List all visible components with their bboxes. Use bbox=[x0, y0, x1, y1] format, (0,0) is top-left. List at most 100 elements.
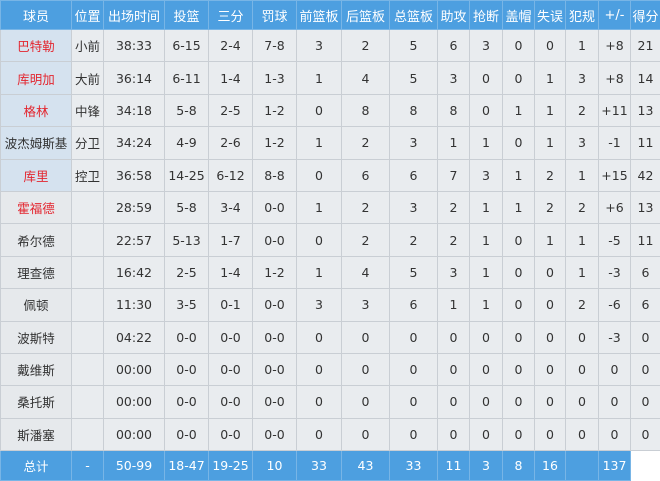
stat-cell: 0-0 bbox=[209, 386, 253, 418]
stat-cell: 0 bbox=[503, 127, 535, 159]
header-row: 球员位置出场时间投篮三分罚球前篮板后篮板总篮板助攻抢断盖帽失误犯规+/-得分 bbox=[1, 1, 660, 30]
player-name: 霍福德 bbox=[1, 191, 72, 223]
stat-cell: 2 bbox=[342, 224, 390, 256]
stat-cell: 0 bbox=[503, 386, 535, 418]
column-header: 出场时间 bbox=[104, 1, 165, 30]
stat-cell: 00:00 bbox=[104, 418, 165, 450]
column-header: 总篮板 bbox=[390, 1, 438, 30]
stat-cell bbox=[72, 289, 104, 321]
stat-cell: 2 bbox=[566, 289, 599, 321]
stat-cell: +8 bbox=[599, 62, 631, 94]
stat-cell: 11 bbox=[631, 127, 660, 159]
stat-cell: 1 bbox=[297, 256, 342, 288]
stat-cell: 0 bbox=[503, 418, 535, 450]
stat-cell: 8-8 bbox=[253, 159, 297, 191]
stat-cell bbox=[72, 256, 104, 288]
column-header: 犯规 bbox=[566, 1, 599, 30]
stat-cell: 0-0 bbox=[253, 289, 297, 321]
stat-cell: 0 bbox=[535, 386, 566, 418]
player-name: 斯潘塞 bbox=[1, 418, 72, 450]
stat-cell: 2-6 bbox=[209, 127, 253, 159]
stat-cell: 13 bbox=[631, 191, 660, 223]
player-name: 格林 bbox=[1, 94, 72, 126]
stat-cell: 0 bbox=[599, 386, 631, 418]
stat-cell bbox=[72, 321, 104, 353]
stat-cell: +6 bbox=[599, 191, 631, 223]
stat-cell: 34:24 bbox=[104, 127, 165, 159]
stat-cell: 0-0 bbox=[209, 353, 253, 385]
total-cell: 10 bbox=[253, 451, 297, 481]
stat-cell: 0 bbox=[599, 353, 631, 385]
stat-cell: 0 bbox=[438, 353, 470, 385]
stat-cell: 5-8 bbox=[165, 191, 209, 223]
stat-cell: 0 bbox=[470, 353, 503, 385]
stat-cell: 1 bbox=[297, 191, 342, 223]
player-name: 库明加 bbox=[1, 62, 72, 94]
stat-cell: 1 bbox=[566, 256, 599, 288]
column-header: +/- bbox=[599, 1, 631, 30]
stat-cell: 0 bbox=[438, 386, 470, 418]
stat-cell: 14-25 bbox=[165, 159, 209, 191]
stat-cell: 0-0 bbox=[253, 353, 297, 385]
column-header: 前篮板 bbox=[297, 1, 342, 30]
stat-cell: 3 bbox=[390, 191, 438, 223]
stat-cell: 2 bbox=[535, 191, 566, 223]
stat-cell: 分卫 bbox=[72, 127, 104, 159]
stat-cell: 6-11 bbox=[165, 62, 209, 94]
total-cell: 11 bbox=[438, 451, 470, 481]
stat-cell: 0 bbox=[535, 30, 566, 62]
stat-cell: 1-4 bbox=[209, 256, 253, 288]
column-header: 后篮板 bbox=[342, 1, 390, 30]
stat-cell: 1 bbox=[470, 289, 503, 321]
stat-cell bbox=[72, 418, 104, 450]
stat-cell: 1 bbox=[470, 224, 503, 256]
stat-cell: 1-2 bbox=[253, 127, 297, 159]
stat-cell: 8 bbox=[342, 94, 390, 126]
stat-cell: 0 bbox=[631, 321, 660, 353]
stat-cell: 0 bbox=[470, 94, 503, 126]
stat-cell: 2 bbox=[342, 127, 390, 159]
stat-cell: 0 bbox=[470, 386, 503, 418]
stat-cell: 7-8 bbox=[253, 30, 297, 62]
stat-cell: 3 bbox=[566, 62, 599, 94]
stat-cell: 控卫 bbox=[72, 159, 104, 191]
stat-cell: 0 bbox=[503, 30, 535, 62]
total-cell: - bbox=[72, 451, 104, 481]
stat-cell: 0 bbox=[631, 386, 660, 418]
stat-cell: 42 bbox=[631, 159, 660, 191]
stat-cell: 1 bbox=[503, 191, 535, 223]
stat-cell: 00:00 bbox=[104, 353, 165, 385]
stat-cell: 1 bbox=[566, 224, 599, 256]
stat-cell: 2-5 bbox=[165, 256, 209, 288]
total-cell: 43 bbox=[342, 451, 390, 481]
stat-cell: 3 bbox=[390, 127, 438, 159]
stat-cell: 0 bbox=[297, 353, 342, 385]
column-header: 得分 bbox=[631, 1, 660, 30]
player-name: 巴特勒 bbox=[1, 30, 72, 62]
stat-cell: 0 bbox=[631, 353, 660, 385]
stat-cell: 0 bbox=[503, 353, 535, 385]
player-name: 波斯特 bbox=[1, 321, 72, 353]
stat-cell: 0-1 bbox=[209, 289, 253, 321]
stat-cell: 2 bbox=[566, 191, 599, 223]
stat-cell: 0 bbox=[297, 159, 342, 191]
stat-cell: 00:00 bbox=[104, 386, 165, 418]
stat-cell: 3-4 bbox=[209, 191, 253, 223]
stat-cell: 0 bbox=[535, 321, 566, 353]
stat-cell: 38:33 bbox=[104, 30, 165, 62]
stat-cell: 0 bbox=[390, 353, 438, 385]
stat-cell: 8 bbox=[390, 94, 438, 126]
